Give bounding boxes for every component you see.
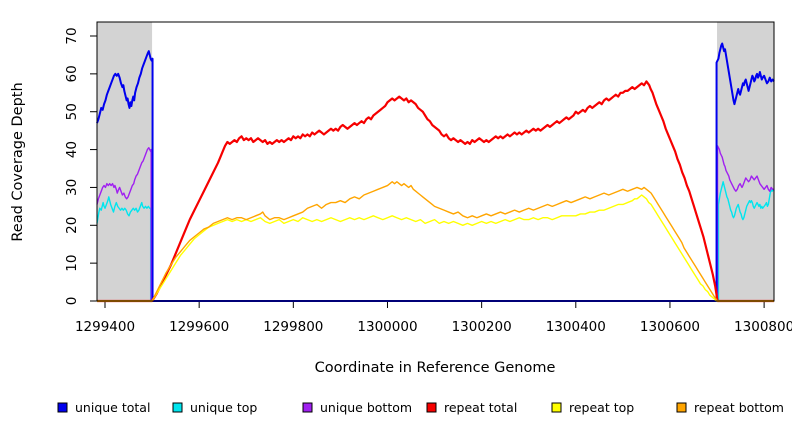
x-tick-label: 1300800 [734,319,792,335]
legend-key-unique-bottom [302,402,313,413]
legend: unique total unique top unique bottom repea… [57,400,784,415]
y-tick-label: 40 [64,141,80,158]
legend-label-unique-bottom: unique bottom [320,400,412,415]
y-tick-label: 70 [64,27,80,44]
data-series [96,42,775,303]
legend-key-unique-total [57,402,68,413]
x-tick-label: 1300400 [546,319,606,335]
y-tick-label: 30 [64,179,80,196]
series-repeat-total-line [97,80,774,303]
legend-label-unique-top: unique top [190,400,257,415]
x-tick-label: 1300000 [357,319,417,335]
y-tick-label: 20 [64,217,80,234]
x-tick-label: 1300600 [640,319,700,335]
y-axis-title: Read Coverage Depth [10,82,26,241]
series-repeat-top-line [97,194,774,302]
series-unique-bottom-line [96,145,774,302]
series-unique-top-line [96,181,775,302]
y-tick-label: 50 [64,103,80,120]
legend-key-repeat-top [551,402,562,413]
x-tick-label: 1300200 [452,319,512,335]
axes: 1299400 1299600 1299800 1300000 1300200 13004… [64,27,792,335]
legend-label-repeat-top: repeat top [569,400,634,415]
legend-label-repeat-bottom: repeat bottom [694,400,784,415]
x-tick-label: 1299400 [75,319,135,335]
legend-label-unique-total: unique total [75,400,150,415]
y-tick-label: 60 [64,65,80,82]
legend-key-repeat-total [426,402,437,413]
series-repeat-bottom-line [97,181,774,302]
x-tick-label: 1299600 [169,319,229,335]
x-tick-label: 1299800 [263,319,323,335]
plot-border [96,21,775,302]
shaded-regions [97,22,774,301]
series-unique-total-line [96,42,775,302]
legend-key-unique-top [172,402,183,413]
y-tick-label: 0 [64,297,80,306]
legend-label-repeat-total: repeat total [444,400,517,415]
y-tick-label: 10 [64,255,80,272]
x-axis-title: Coordinate in Reference Genome [315,360,556,376]
legend-key-repeat-bottom [676,402,687,413]
highlight-region [717,22,774,301]
